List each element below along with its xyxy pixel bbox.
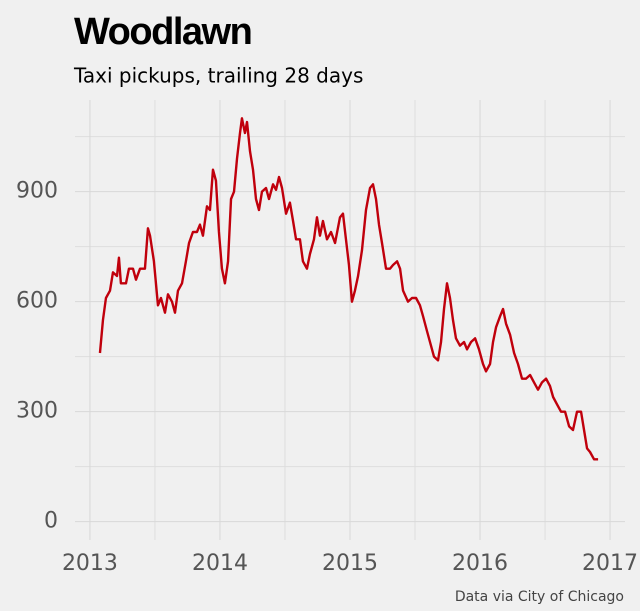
x-tick-label: 2015 bbox=[322, 551, 378, 576]
y-tick-label: 300 bbox=[16, 399, 58, 424]
x-tick-label: 2014 bbox=[192, 551, 248, 576]
x-tick-label: 2016 bbox=[452, 551, 508, 576]
x-tick-label: 2017 bbox=[582, 551, 638, 576]
y-tick-label: 900 bbox=[16, 179, 58, 204]
source-note: Data via City of Chicago bbox=[455, 589, 624, 605]
chart-title: Woodlawn bbox=[74, 11, 251, 53]
data-line bbox=[98, 117, 599, 461]
chart-subtitle: Taxi pickups, trailing 28 days bbox=[73, 64, 363, 88]
y-tick-label: 0 bbox=[44, 509, 58, 534]
x-tick-label: 2013 bbox=[62, 551, 118, 576]
y-tick-label: 600 bbox=[16, 289, 58, 314]
